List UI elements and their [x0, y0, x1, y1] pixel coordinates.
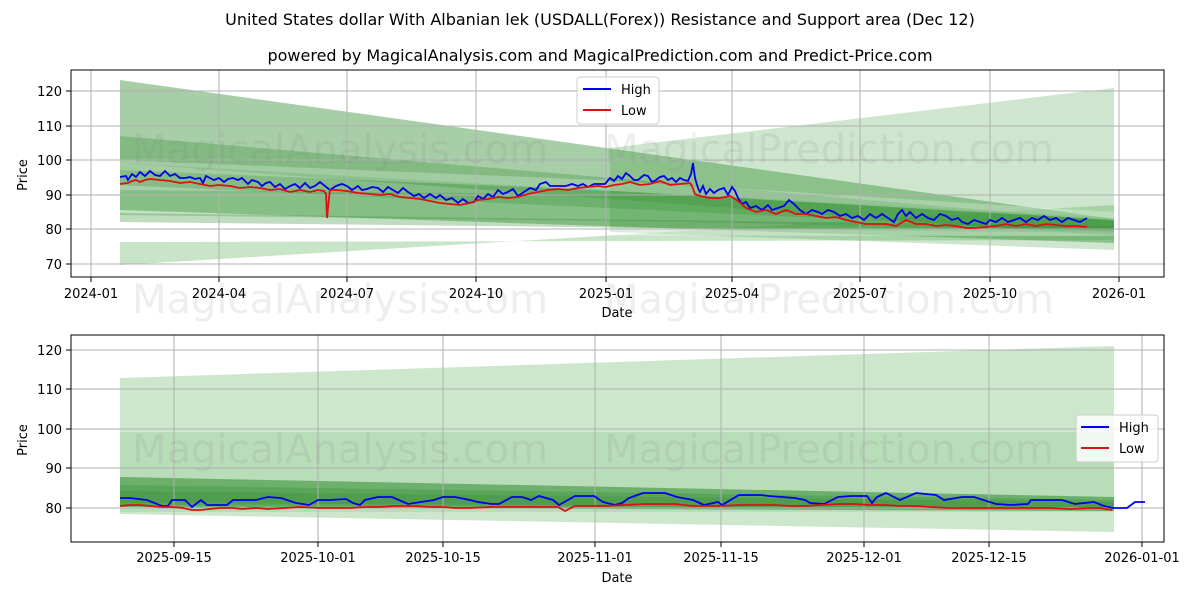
- bottom-high-line: [120, 492, 1145, 509]
- y-tick-label: 90: [45, 462, 62, 477]
- legend-low-label: Low: [1119, 442, 1145, 457]
- bottom-y-axis-label: Price: [16, 424, 31, 456]
- legend-high-label: High: [1119, 421, 1149, 436]
- x-tick-label: 2025-09-15: [136, 551, 212, 566]
- bottom-x-axis-label: Date: [601, 571, 632, 586]
- x-tick-label: 2025-10-15: [405, 551, 481, 566]
- x-tick-label: 2024-01: [64, 287, 118, 302]
- x-tick-label: 2025-10-01: [280, 551, 356, 566]
- bottom-plot-frame: [70, 334, 1165, 543]
- chart-title: United States dollar With Albanian lek (…: [225, 10, 975, 29]
- y-tick-label: 80: [45, 502, 62, 517]
- watermark-magicalanalysis-2: MagicalAnalysis.com: [132, 277, 548, 323]
- x-tick-label: 2025-12-15: [951, 551, 1027, 566]
- x-tick-label: 2026-01-01: [1104, 551, 1180, 566]
- top-high-line: [119, 162, 1088, 226]
- bottom-plot: MagicalAnalysis.com MagicalPrediction.co…: [16, 334, 1180, 586]
- top-legend: High Low: [576, 76, 660, 125]
- top-y-axis-label: Price: [16, 159, 31, 191]
- watermark-magicalprediction-2: MagicalPrediction.com: [604, 277, 1054, 323]
- bottom-legend: High Low: [1075, 414, 1159, 463]
- legend-high-label: High: [621, 83, 651, 98]
- top-y-ticks: 120 110 100 90 80 70: [37, 85, 71, 273]
- bottom-low-line: [119, 503, 1113, 513]
- watermark-magicalprediction: MagicalPrediction.com: [604, 127, 1054, 173]
- bottom-x-ticks: 2025-09-15 2025-10-01 2025-10-15 2025-11…: [136, 542, 1180, 566]
- watermark-magicalanalysis: MagicalAnalysis.com: [132, 127, 548, 173]
- chart-subtitle: powered by MagicalAnalysis.com and Magic…: [267, 46, 933, 65]
- y-tick-label: 120: [37, 85, 62, 100]
- watermark-magicalanalysis-3: MagicalAnalysis.com: [132, 427, 548, 473]
- top-plot-frame: [70, 69, 1165, 278]
- y-tick-label: 70: [45, 258, 62, 273]
- top-low-line: [119, 178, 1088, 229]
- x-tick-label: 2025-07: [833, 287, 887, 302]
- legend-low-label: Low: [621, 104, 647, 119]
- x-tick-label: 2025-11-15: [683, 551, 759, 566]
- x-tick-label: 2025-04: [705, 287, 759, 302]
- y-tick-label: 110: [37, 120, 62, 135]
- top-x-axis-label: Date: [601, 306, 632, 321]
- x-tick-label: 2025-12-01: [826, 551, 902, 566]
- top-plot: MagicalAnalysis.com MagicalPrediction.co…: [16, 69, 1165, 323]
- x-tick-label: 2025-11-01: [557, 551, 633, 566]
- y-tick-label: 110: [37, 383, 62, 398]
- bottom-y-ticks: 120 110 100 90 80: [37, 344, 71, 517]
- x-tick-label: 2026-01: [1092, 287, 1146, 302]
- y-tick-label: 100: [37, 423, 62, 438]
- y-tick-label: 90: [45, 189, 62, 204]
- bottom-bands: [120, 346, 1114, 532]
- x-tick-label: 2024-04: [192, 287, 246, 302]
- x-tick-label: 2024-10: [449, 287, 503, 302]
- y-tick-label: 80: [45, 223, 62, 238]
- x-tick-label: 2025-01: [579, 287, 633, 302]
- watermark-magicalprediction-3: MagicalPrediction.com: [604, 427, 1054, 473]
- x-tick-label: 2024-07: [320, 287, 374, 302]
- y-tick-label: 120: [37, 344, 62, 359]
- y-tick-label: 100: [37, 154, 62, 169]
- x-tick-label: 2025-10: [963, 287, 1017, 302]
- top-x-ticks: 2024-01 2024-04 2024-07 2024-10 2025-01 …: [64, 277, 1146, 302]
- top-bands: [120, 80, 1114, 265]
